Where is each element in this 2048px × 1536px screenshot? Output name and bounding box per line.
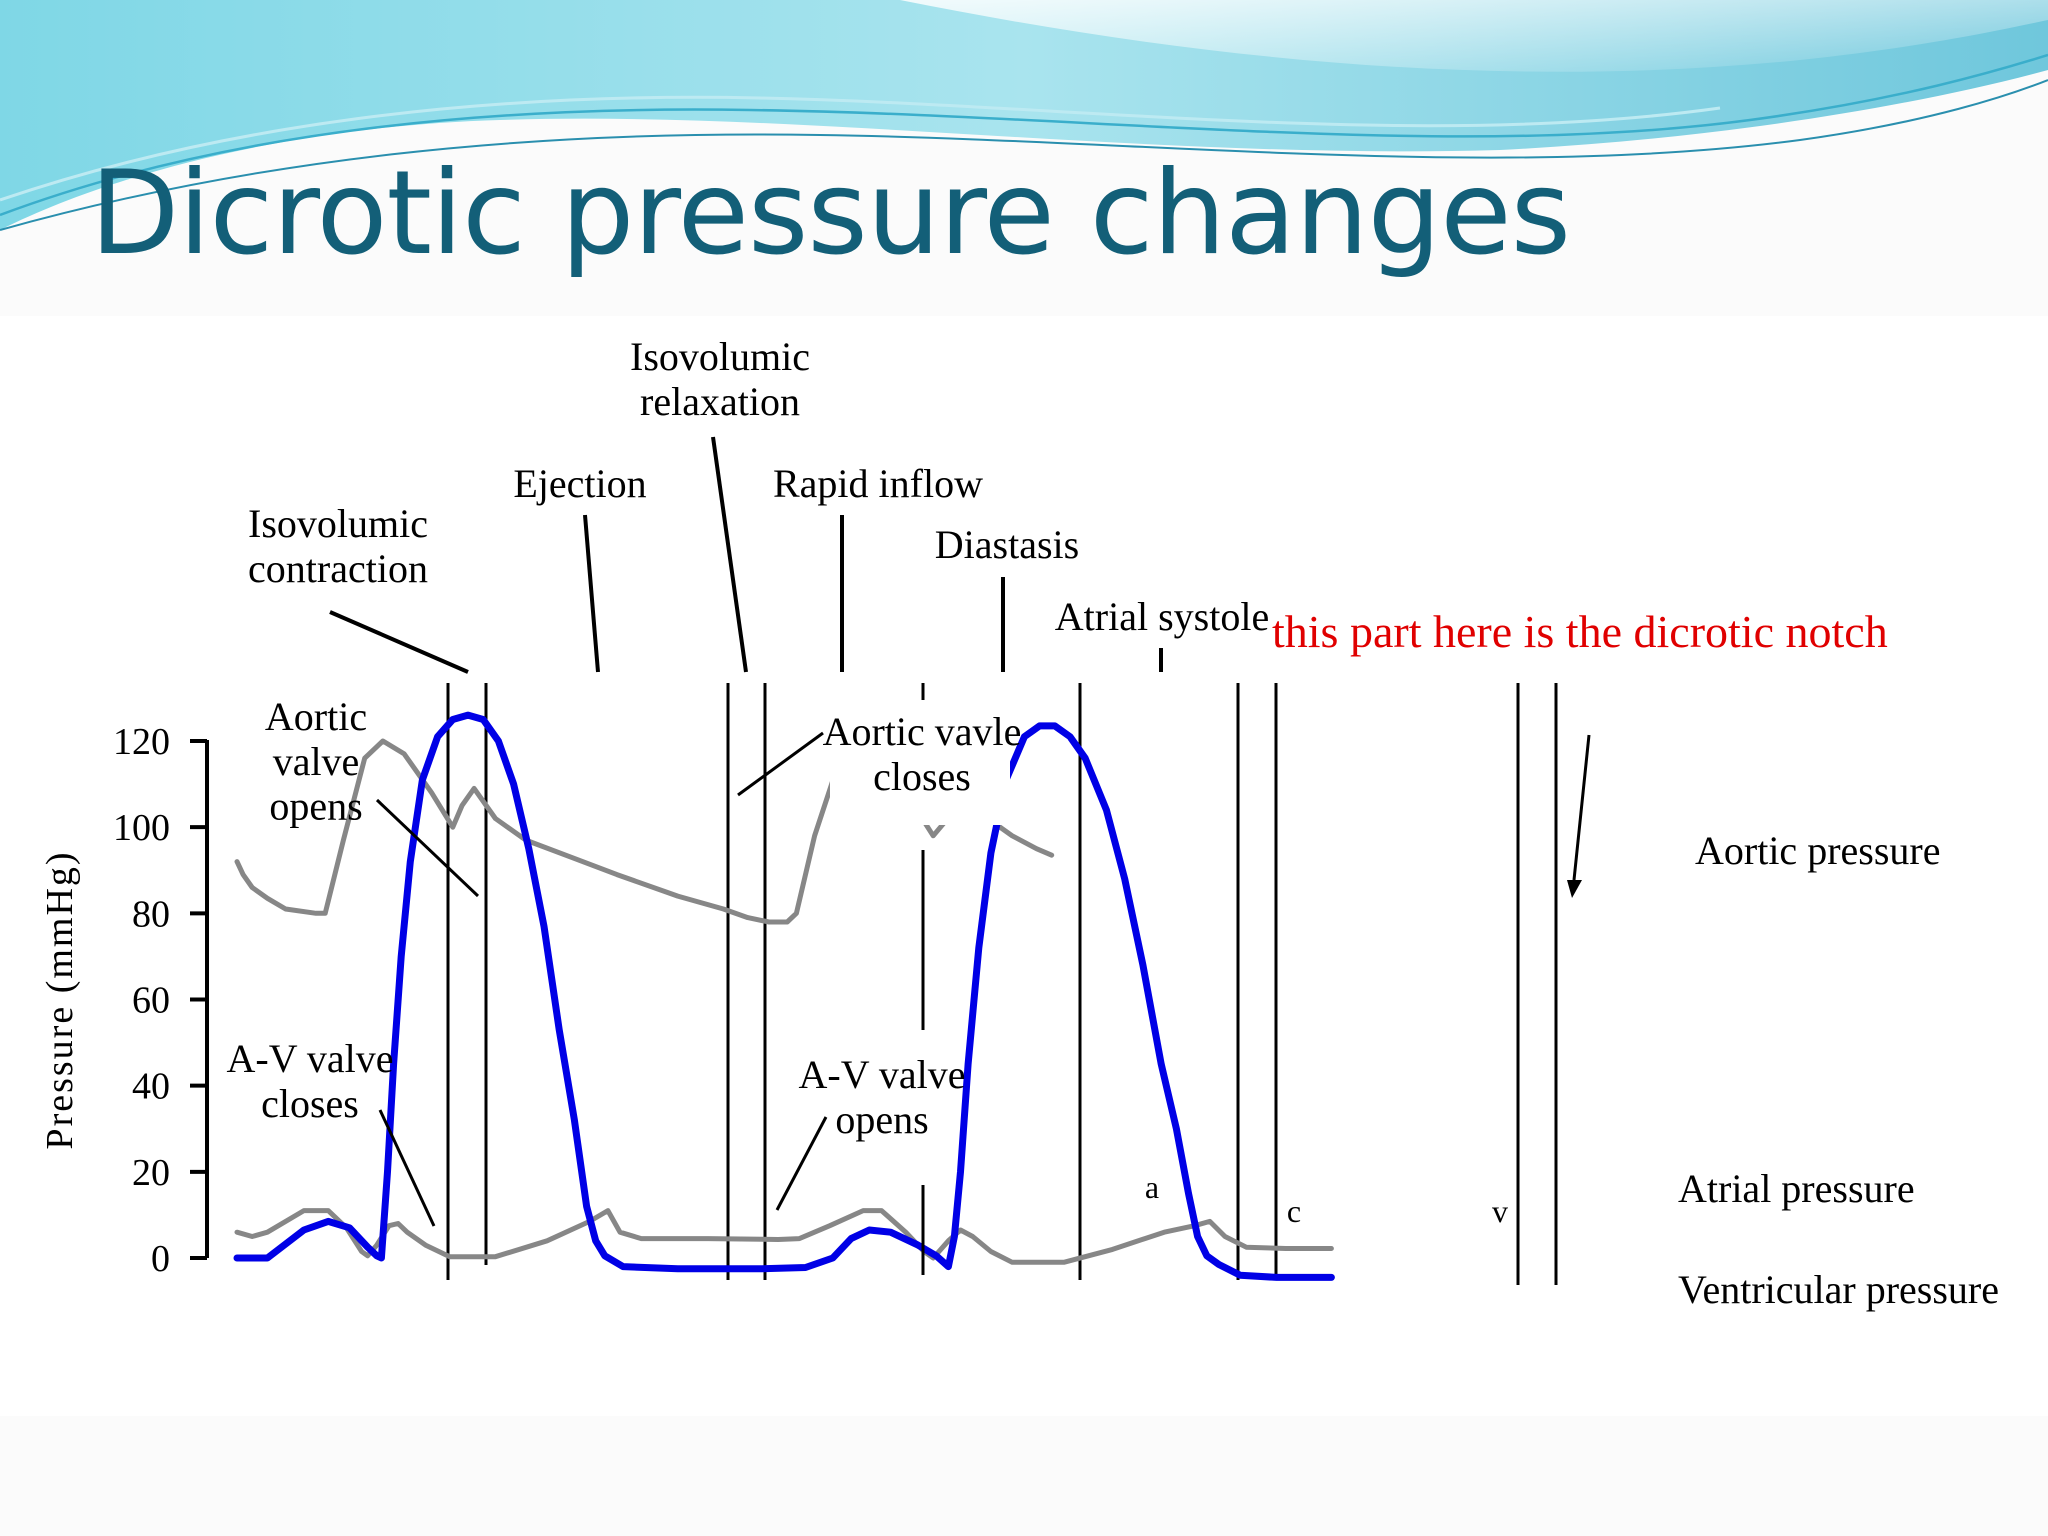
label-backdrop [830,705,1010,825]
series-label-atrial: Atrial pressure [1678,1166,1915,1211]
series-line-atrial-pressure [234,1208,1334,1265]
label-aortic-valve-opens: Aortic valve opens [265,694,367,829]
series-line-ventricular-pressure [233,711,1335,1281]
series-label-aortic: Aortic pressure [1695,828,1940,873]
y-tick-label: 40 [132,1066,170,1108]
leader-av-valve-opens [775,1116,828,1211]
y-tick-label: 80 [132,893,170,935]
y-ticks: 0 20 40 60 80 100 120 [113,721,207,1280]
phase-labels: Isovolumic contraction Ejection Isovolumi… [248,334,1269,639]
label-wave-a: a [1145,1169,1159,1205]
leader-isovolumic-relaxation [711,436,748,673]
leader-av-valve-closes [378,1109,436,1227]
leader-ejection [583,514,600,673]
leader-aortic-valve-opens [375,798,480,898]
slide-title: Dicrotic pressure changes [90,146,1571,281]
arrowhead-icon [1567,880,1582,898]
phase-leaders [329,436,1163,674]
y-tick-label: 60 [132,980,170,1022]
phase-label-ejection: Ejection [513,461,646,506]
leader-isovolumic-contraction [329,610,469,674]
y-tick-label: 120 [113,721,170,763]
y-tick-label: 0 [151,1238,170,1280]
annotation-labels: Aortic valve opens Aortic vavle closes A-V … [227,694,1509,1229]
series-labels: Aortic pressure Atrial pressure Ventricu… [1678,828,1999,1312]
leader-aortic-valve-closes [737,731,824,797]
y-axis-label: Pressure (mmHg) [39,850,81,1149]
y-tick-label: 20 [132,1152,170,1194]
label-av-valve-opens: A-V valve opens [799,1052,966,1142]
y-tick-label: 100 [113,807,170,849]
phase-label-diastasis: Diastasis [935,522,1079,567]
label-av-valve-closes: A-V valve closes [227,1036,394,1126]
series-label-ventricular: Ventricular pressure [1678,1267,1999,1312]
label-aortic-valve-closes: Aortic vavle closes [823,709,1022,799]
label-wave-v: v [1492,1193,1508,1229]
phase-label-rapid-inflow: Rapid inflow [773,461,983,506]
pressure-curves [233,711,1335,1281]
dicrotic-notch-note: this part here is the dicrotic notch [1272,606,1888,657]
phase-label-atrial-systole: Atrial systole [1055,594,1269,639]
annotation-leaders [375,731,828,1227]
label-wave-c: c [1287,1193,1301,1229]
chart-panel [0,316,2048,1416]
dicrotic-notch-arrow [1567,734,1591,898]
series-line-aortic-pressure [234,738,1055,925]
phase-label-isovolumic-relaxation: Isovolumic relaxation [630,334,810,424]
phase-label-isovolumic-contraction: Isovolumic contraction [248,501,428,591]
phase-boundaries [446,683,1558,1285]
